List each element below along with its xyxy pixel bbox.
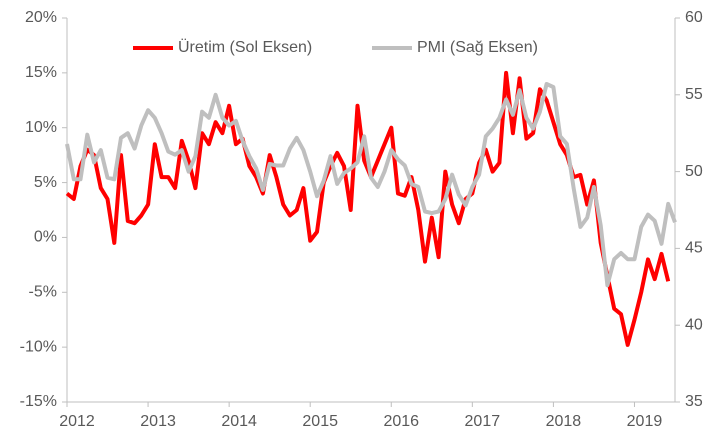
x-tick-label: 2012	[59, 413, 95, 430]
y-tick-label: 15%	[25, 64, 57, 81]
y2-tick-label: 45	[685, 240, 703, 257]
legend-label: PMI (Sağ Eksen)	[417, 39, 538, 56]
legend-label: Üretim (Sol Eksen)	[178, 38, 312, 56]
y-tick-label: 0%	[34, 229, 57, 246]
x-tick-label: 2015	[302, 413, 338, 430]
y-tick-label: 20%	[25, 9, 57, 26]
y2-tick-label: 60	[685, 9, 703, 26]
x-tick-label: 2018	[546, 413, 582, 430]
x-tick-label: 2016	[383, 413, 419, 430]
x-tick-label: 2013	[140, 413, 176, 430]
y2-tick-label: 35	[685, 393, 703, 410]
y-tick-label: -10%	[20, 338, 57, 355]
x-tick-label: 2014	[221, 413, 257, 430]
series-line	[65, 82, 677, 288]
x-tick-label: 2017	[465, 413, 501, 430]
y-tick-label: -15%	[20, 393, 57, 410]
y2-tick-label: 55	[685, 86, 703, 103]
y-tick-label: 5%	[34, 174, 57, 191]
y-tick-label: -5%	[29, 284, 57, 301]
x-tick-label: 2019	[627, 413, 663, 430]
y2-tick-label: 50	[685, 163, 703, 180]
y2-tick-label: 40	[685, 316, 703, 333]
y-tick-label: 10%	[25, 119, 57, 136]
